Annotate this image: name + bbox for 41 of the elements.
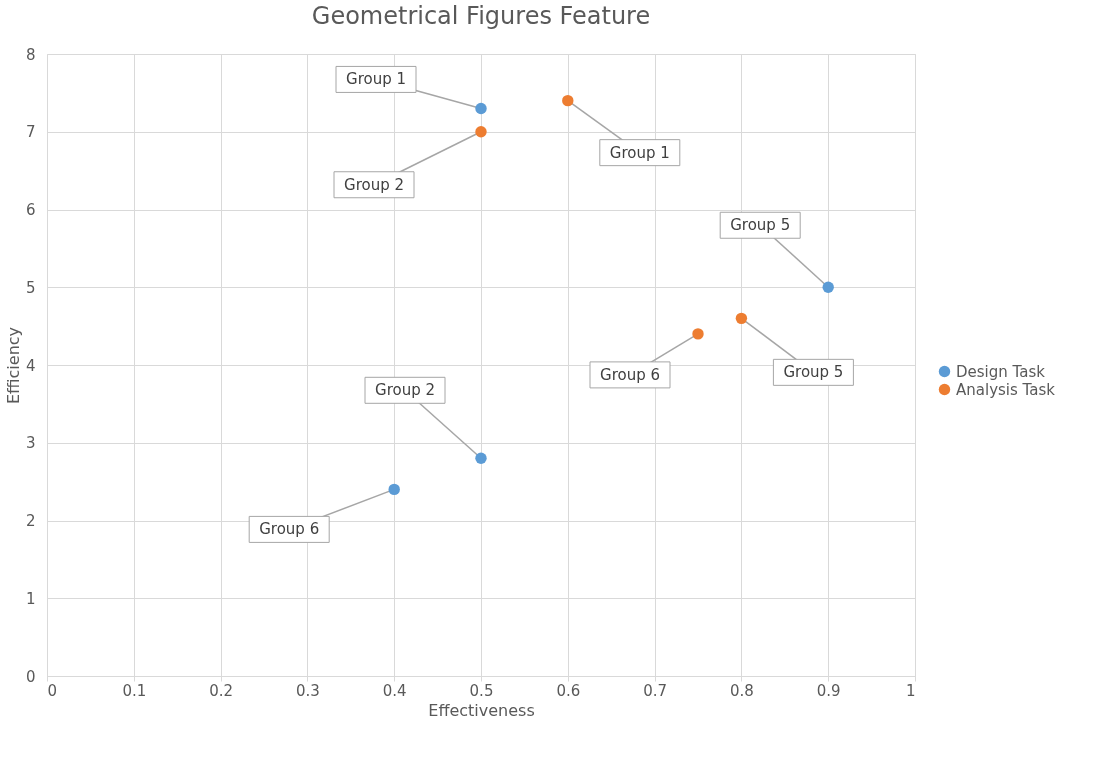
annotation: Group 2 — [344, 175, 404, 194]
point — [388, 483, 400, 496]
point — [475, 452, 487, 464]
y-tick-label: 7 — [25, 123, 36, 142]
x-tick-label: 0.3 — [295, 681, 320, 700]
y-tick-label: 3 — [25, 434, 36, 453]
y-tick-label: 5 — [25, 278, 36, 297]
y-tick-label: 2 — [25, 512, 36, 530]
annotation: Group 6 — [259, 520, 320, 539]
x-tick-label: 0.2 — [209, 681, 234, 700]
annotation: Group 5 — [783, 363, 844, 382]
annotation: Group 6 — [600, 365, 660, 384]
x-tick-label: 1 — [905, 681, 916, 700]
x-axis-title: Effectiveness — [428, 700, 535, 720]
y-tick-label: 6 — [25, 201, 36, 219]
annotation: Group 5 — [730, 216, 791, 235]
x-tick-label: 0.6 — [556, 681, 581, 700]
x-tick-label: 0.1 — [122, 681, 147, 700]
point — [475, 102, 487, 115]
x-tick-label: 0.8 — [729, 681, 754, 700]
x-tick-label: 0.9 — [816, 681, 841, 700]
y-tick-label: 4 — [25, 356, 36, 375]
y-tick-label: 1 — [25, 589, 36, 608]
annotation: Group 1 — [609, 143, 670, 162]
x-tick-label: 0.7 — [643, 681, 668, 700]
point — [692, 328, 704, 340]
legend-label: Design Task — [956, 362, 1046, 381]
chart-title: Geometrical Figures Feature — [311, 2, 651, 30]
point — [822, 281, 834, 293]
y-tick-label: 0 — [25, 667, 36, 686]
annotation: Group 2 — [375, 381, 435, 400]
x-tick-label: 0.4 — [382, 681, 407, 700]
point — [562, 94, 574, 107]
y-tick-label: 8 — [25, 45, 36, 64]
y-axis-title: Efficiency — [3, 326, 23, 405]
annotation: Group 1 — [346, 70, 406, 89]
point — [735, 312, 748, 325]
legend-label: Analysis Task — [956, 380, 1056, 399]
x-tick-label: 0 — [47, 681, 58, 700]
x-tick-label: 0.5 — [469, 681, 494, 700]
point — [475, 126, 487, 138]
